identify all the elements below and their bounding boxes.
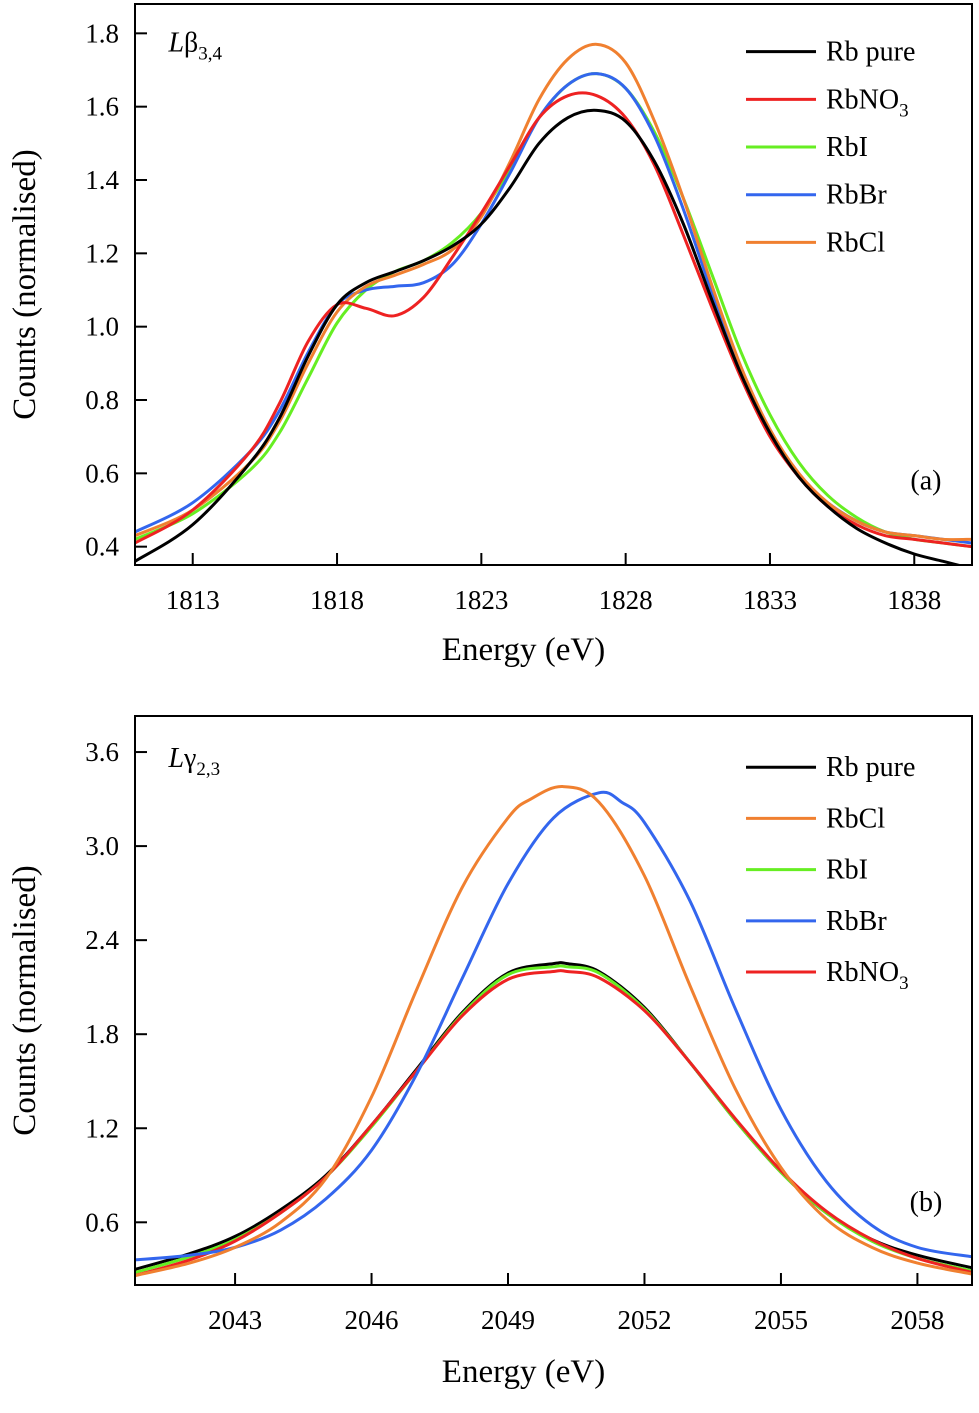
x-tick-label: 2058 <box>890 1305 944 1335</box>
y-tick-label: 1.8 <box>85 1019 119 1049</box>
x-tick-label: 2052 <box>617 1305 671 1335</box>
y-axis-title: Counts (normalised) <box>7 865 43 1135</box>
y-tick-label: 0.6 <box>85 1207 119 1237</box>
legend-label: RbBr <box>826 906 887 937</box>
legend-label: RbI <box>826 855 868 886</box>
x-tick-label: 1813 <box>166 585 220 615</box>
x-tick-label: 1818 <box>310 585 364 615</box>
plot-frame <box>134 715 973 1286</box>
legend-label: Rb pure <box>826 37 915 68</box>
y-tick-label: 1.2 <box>85 238 119 268</box>
x-tick-label: 1838 <box>887 585 941 615</box>
x-tick-label: 2055 <box>754 1305 808 1335</box>
y-tick-label: 1.4 <box>85 165 119 195</box>
legend-label: RbCl <box>826 803 885 834</box>
y-tick-label: 1.6 <box>85 92 119 122</box>
y-tick-label: 3.0 <box>85 831 119 861</box>
series-line-rbbr <box>135 790 972 1262</box>
y-tick-label: 0.8 <box>85 385 119 415</box>
legend-label: RbNO3 <box>826 84 909 121</box>
y-tick-label: 0.6 <box>85 458 119 488</box>
y-tick-label: 0.4 <box>85 532 119 562</box>
series-line-rb-pure <box>135 108 964 565</box>
x-tick-label: 1828 <box>599 585 653 615</box>
panel-a: 1813 1818 1823 1828 1833 1838 0.4 0.6 0.8 1.0 1.2 1… <box>7 3 973 668</box>
x-axis-title: Energy (eV) <box>442 1354 605 1390</box>
legend-label: RbI <box>826 132 868 163</box>
y-tick-label: 1.0 <box>85 312 119 342</box>
y-tick-label: 3.6 <box>85 737 119 767</box>
x-tick-label: 2046 <box>345 1305 399 1335</box>
y-tick-label: 1.2 <box>85 1113 119 1143</box>
legend: Rb pure RbNO3 RbI RbBr RbCl <box>746 37 915 258</box>
legend: Rb pure RbCl RbI RbBr RbNO3 <box>746 752 915 994</box>
legend-label: RbBr <box>826 180 887 211</box>
panel-b: 2043 2046 2049 2052 2055 2058 0.6 1.2 1.8 2.4 3.0 3… <box>7 715 973 1390</box>
y-tick-label: 1.8 <box>85 18 119 48</box>
legend-label: RbCl <box>826 227 885 258</box>
y-axis-title: Counts (normalised) <box>7 149 43 419</box>
legend-label: RbNO3 <box>826 957 909 994</box>
plot-frame <box>134 3 973 566</box>
series-line-rbno3 <box>135 969 972 1278</box>
x-tick-label: 1833 <box>743 585 797 615</box>
panel-title: Lγ2,3 <box>167 743 220 780</box>
legend-label: Rb pure <box>826 752 915 783</box>
x-axis-title: Energy (eV) <box>442 632 605 668</box>
panel-label: (a) <box>910 465 941 496</box>
panel-label: (b) <box>910 1187 943 1218</box>
x-tick-label: 2049 <box>481 1305 535 1335</box>
x-tick-label: 1823 <box>454 585 508 615</box>
x-tick-label: 2043 <box>208 1305 262 1335</box>
y-tick-label: 2.4 <box>85 925 119 955</box>
series-line-rbcl <box>135 785 972 1278</box>
series-line-rbcl <box>135 42 972 542</box>
panel-title: Lβ3,4 <box>167 28 222 65</box>
series-group <box>135 785 972 1278</box>
series-group <box>135 42 972 565</box>
